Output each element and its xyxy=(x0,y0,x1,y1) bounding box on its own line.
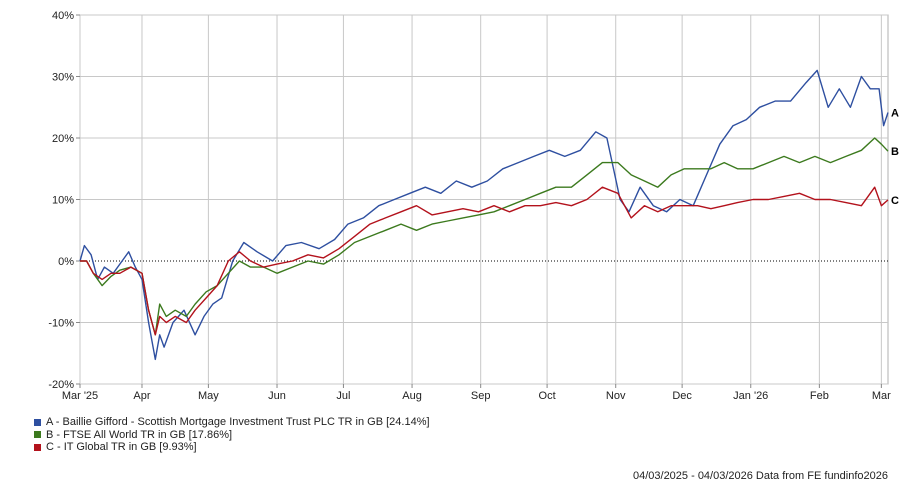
legend-item-b: B - FTSE All World TR in GB [17.86%] xyxy=(34,429,430,442)
legend-swatch-b xyxy=(34,431,41,439)
source-footer: 04/03/2025 - 04/03/2026 Data from FE fun… xyxy=(632,470,888,482)
legend: A - Baillie Gifford - Scottish Mortgage … xyxy=(34,416,430,454)
series-end-label-b: B xyxy=(891,146,899,158)
x-tick-label: May xyxy=(198,390,219,402)
y-tick-label: 20% xyxy=(52,133,74,145)
x-tick-label: Sep xyxy=(471,390,491,402)
x-tick-label: Mar xyxy=(872,390,891,402)
series-line-b xyxy=(80,137,889,336)
x-tick-label: Oct xyxy=(539,390,556,402)
y-tick-label: 30% xyxy=(52,72,74,84)
y-tick-label: 0% xyxy=(58,256,74,268)
series-end-label-c: C xyxy=(891,195,899,207)
series-end-labels: A B C xyxy=(891,108,899,207)
axes: 40% 30% 20% 10% 0% -10% -20%Mar '25 Apr May Jun Ju… xyxy=(48,10,891,402)
legend-item-c: C - IT Global TR in GB [9.93%] xyxy=(34,441,430,454)
x-tick-label: Jul xyxy=(336,390,350,402)
y-tick-label: 10% xyxy=(52,195,74,207)
y-tick-label: -10% xyxy=(48,318,74,330)
x-tick-label: Aug xyxy=(402,390,422,402)
series-end-label-a: A xyxy=(891,108,899,120)
x-tick-label: Feb xyxy=(810,390,829,402)
legend-label-b: B - FTSE All World TR in GB [17.86%] xyxy=(46,428,233,441)
legend-swatch-a xyxy=(34,418,41,426)
y-tick-label: 40% xyxy=(52,10,74,22)
x-tick-label: Jun xyxy=(268,390,286,402)
legend-swatch-c xyxy=(34,443,41,451)
legend-label-a: A - Baillie Gifford - Scottish Mortgage … xyxy=(46,416,430,428)
legend-item-a: A - Baillie Gifford - Scottish Mortgage … xyxy=(34,416,430,429)
x-tick-label: Apr xyxy=(133,390,150,402)
legend-label-c: C - IT Global TR in GB [9.93%] xyxy=(46,441,197,453)
series-lines xyxy=(79,69,889,361)
x-tick-label: Mar '25 xyxy=(62,390,98,402)
x-tick-label: Nov xyxy=(606,390,626,402)
y-tick-label: -20% xyxy=(48,379,74,391)
series-line-c xyxy=(80,186,889,336)
x-tick-label: Jan '26 xyxy=(733,390,768,402)
x-tick-label: Dec xyxy=(672,390,692,402)
line-chart: 40% 30% 20% 10% 0% -10% -20%Mar '25 Apr May Jun Ju… xyxy=(48,10,899,402)
series-line-a xyxy=(79,69,889,361)
